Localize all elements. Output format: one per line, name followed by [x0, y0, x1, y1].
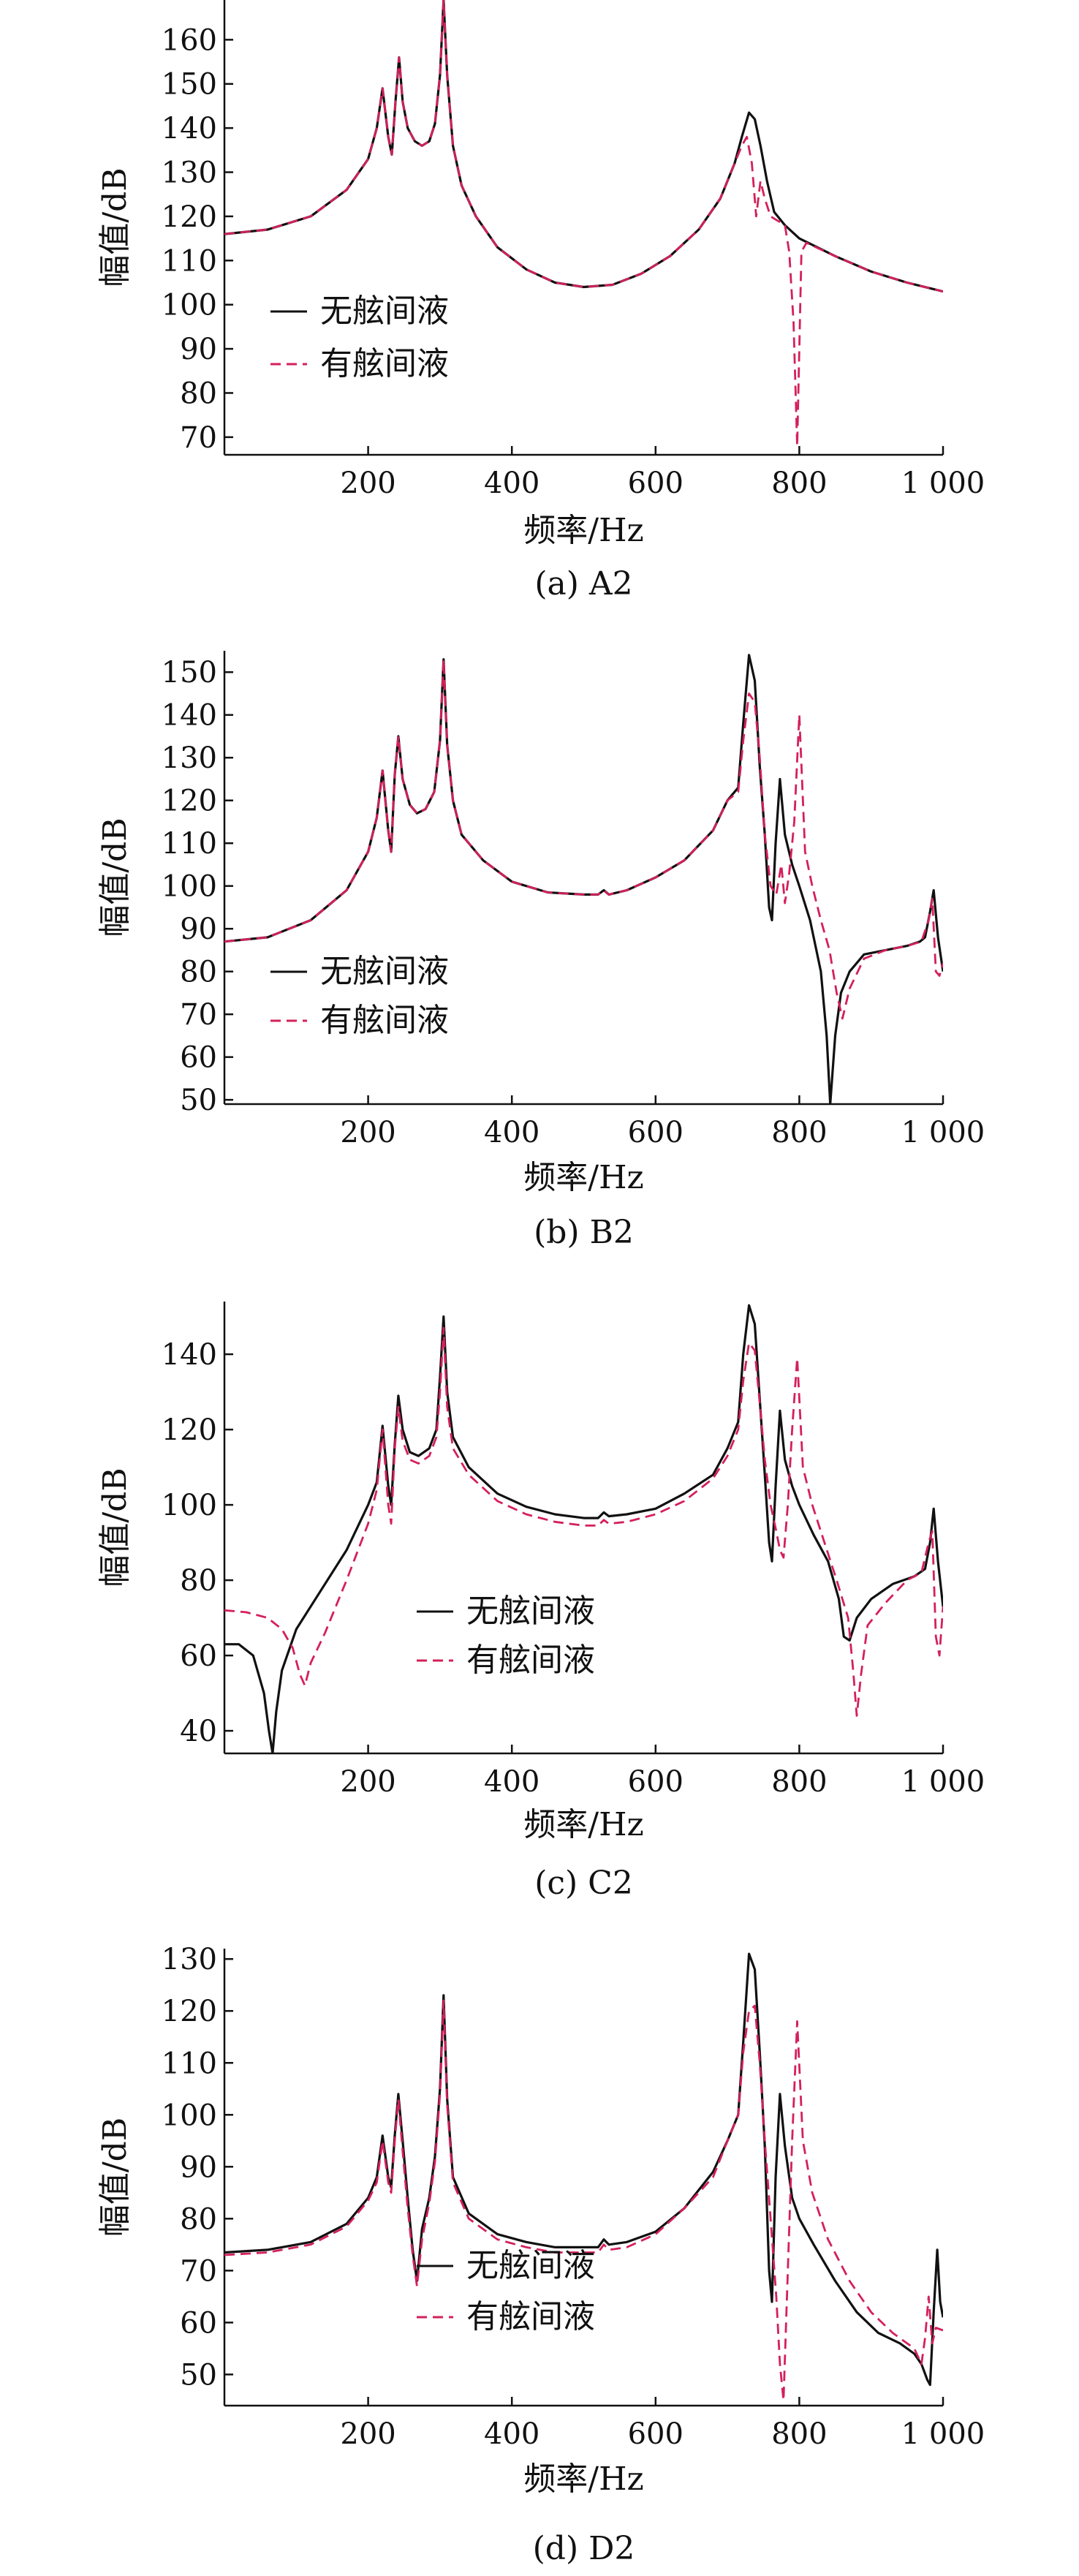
x-tick-label: 1 000 — [901, 1116, 985, 1149]
x-tick-label: 800 — [771, 1765, 827, 1799]
y-tick-label: 90 — [180, 2150, 217, 2184]
y-tick-label: 120 — [162, 200, 217, 234]
series-line-solid — [224, 1952, 943, 2387]
y-tick-label: 120 — [162, 1413, 217, 1447]
legend-entry: 无舷间液 — [320, 292, 449, 330]
x-tick-label: 1 000 — [901, 2417, 985, 2451]
x-tick-label: 800 — [771, 1116, 827, 1149]
y-tick-label: 90 — [180, 333, 217, 366]
y-tick-label: 70 — [180, 421, 217, 455]
chart-panel-1: 200 400 600 800 1 000 70 80 90 100 110 120 130 140 15… — [96, 0, 985, 603]
y-tick-label: 100 — [162, 1489, 217, 1522]
y-tick-label: 100 — [162, 2099, 217, 2132]
y-tick-label: 110 — [162, 827, 217, 861]
legend-entry: 有舷间液 — [320, 1002, 449, 1039]
x-tick-label: 200 — [340, 1116, 395, 1149]
x-tick-label: 800 — [771, 2417, 827, 2451]
x-tick-label: 200 — [340, 467, 395, 500]
y-tick-label: 100 — [162, 870, 217, 904]
y-tick-label: 80 — [180, 1564, 217, 1598]
y-tick-label: 70 — [180, 2254, 217, 2288]
y-tick-label: 50 — [180, 2358, 217, 2392]
y-tick-label: 70 — [180, 998, 217, 1032]
x-tick-label: 200 — [340, 1765, 395, 1799]
y-tick-label: 100 — [162, 289, 217, 322]
chart-caption: (d) D2 — [533, 2530, 635, 2567]
x-tick-label: 800 — [771, 467, 827, 500]
series-line-solid — [224, 0, 943, 293]
y-tick-label: 80 — [180, 2202, 217, 2236]
y-tick-label: 40 — [180, 1715, 217, 1748]
series-line-dashed — [224, 1999, 943, 2402]
y-tick-label: 140 — [162, 699, 217, 733]
y-tick-label: 60 — [180, 2306, 217, 2340]
chart-panel-2: 200 400 600 800 1 000 50 60 70 80 90 100 110 120 130 1… — [96, 651, 985, 1251]
y-tick-label: 160 — [162, 23, 217, 57]
chart-panel-4: 200 400 600 800 1 000 50 60 70 80 90 100 110 120 130 频… — [96, 1943, 985, 2567]
x-tick-label: 1 000 — [901, 467, 985, 500]
legend-entry: 有舷间液 — [320, 345, 449, 382]
y-tick-label: 60 — [180, 1639, 217, 1673]
y-tick-label: 120 — [162, 785, 217, 818]
x-tick-label: 1 000 — [901, 1765, 985, 1799]
series-line-dashed — [224, 0, 943, 447]
y-tick-label: 60 — [180, 1041, 217, 1075]
x-tick-label: 600 — [628, 1765, 684, 1799]
legend-entry: 无舷间液 — [466, 1593, 595, 1630]
chart-caption: (c) C2 — [534, 1865, 633, 1902]
y-tick-label: 110 — [162, 2047, 217, 2080]
legend-entry: 有舷间液 — [466, 1642, 595, 1679]
x-tick-label: 600 — [628, 2417, 684, 2451]
y-axis-label: 幅值/dB — [96, 817, 134, 937]
y-tick-label: 150 — [162, 656, 217, 690]
y-axis-label: 幅值/dB — [96, 167, 134, 287]
legend-entry: 无舷间液 — [320, 953, 449, 990]
x-tick-label: 200 — [340, 2417, 395, 2451]
y-tick-label: 80 — [180, 377, 217, 410]
x-tick-label: 600 — [628, 467, 684, 500]
x-tick-label: 400 — [484, 1765, 540, 1799]
x-axis-label: 频率/Hz — [523, 1806, 643, 1843]
series-line-solid — [224, 1304, 943, 1753]
y-tick-label: 90 — [180, 913, 217, 946]
x-tick-label: 400 — [484, 1116, 540, 1149]
y-axis-label: 幅值/dB — [96, 2118, 134, 2237]
chart-panel-3: 200 400 600 800 1 000 40 60 80 100 120 140 频率/Hz 幅值/… — [96, 1302, 985, 1902]
chart-caption: (a) A2 — [534, 565, 632, 603]
y-tick-label: 150 — [162, 68, 217, 102]
y-tick-label: 130 — [162, 156, 217, 190]
x-axis-label: 频率/Hz — [523, 2460, 643, 2498]
x-tick-label: 400 — [484, 467, 540, 500]
chart-caption: (b) B2 — [534, 1214, 634, 1251]
y-tick-label: 80 — [180, 956, 217, 989]
series-line-dashed — [224, 1326, 943, 1717]
series-line-dashed — [224, 658, 943, 1020]
x-axis-label: 频率/Hz — [523, 1159, 643, 1196]
x-tick-label: 400 — [484, 2417, 540, 2451]
y-axis-label: 幅值/dB — [96, 1468, 134, 1587]
y-tick-label: 140 — [162, 112, 217, 146]
x-tick-label: 600 — [628, 1116, 684, 1149]
y-tick-label: 120 — [162, 1995, 217, 2028]
y-tick-label: 110 — [162, 244, 217, 278]
y-tick-label: 130 — [162, 1943, 217, 1976]
legend-entry: 有舷间液 — [466, 2298, 595, 2335]
legend-entry: 无舷间液 — [466, 2247, 595, 2284]
x-axis-label: 频率/Hz — [523, 512, 643, 549]
y-tick-label: 130 — [162, 741, 217, 775]
y-tick-label: 140 — [162, 1338, 217, 1372]
y-tick-label: 50 — [180, 1084, 217, 1117]
